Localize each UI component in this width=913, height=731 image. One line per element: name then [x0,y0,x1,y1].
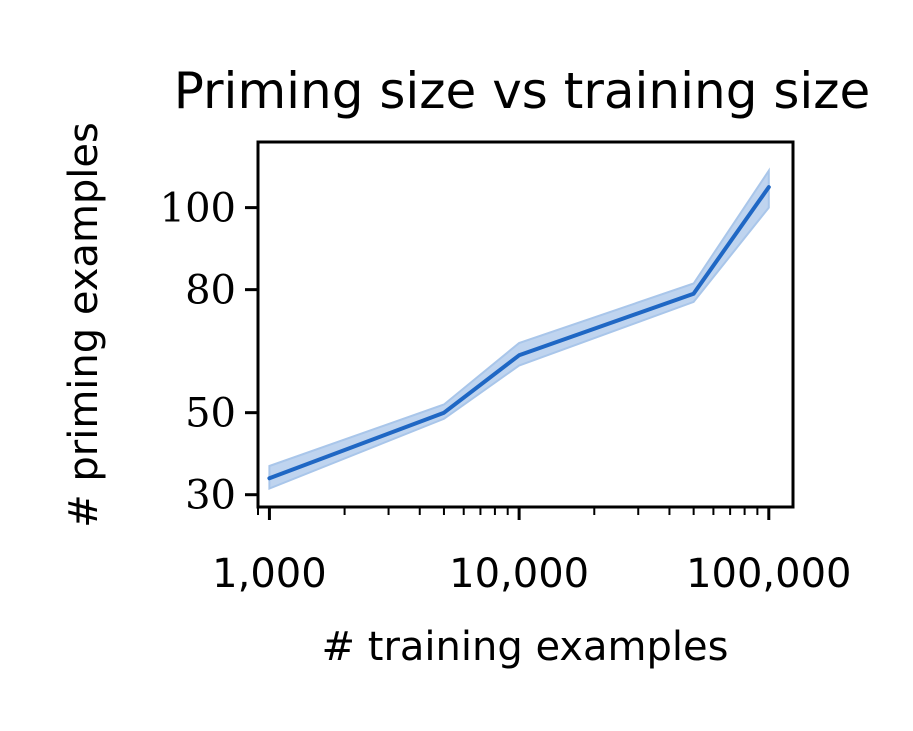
y-axis: 30 50 80 100 [160,186,258,519]
confidence-band-layer [268,167,770,490]
series-line [267,185,771,481]
y-tick-label: 50 [185,391,236,437]
plot-area [256,140,795,509]
y-tick-label: 80 [185,268,236,314]
confidence-band [268,167,770,490]
plot-frame [256,140,795,509]
x-tick-label: 10,000 [449,551,589,597]
y-axis-label: # priming examples [61,122,107,528]
chart-title: Priming size vs training size [174,62,871,120]
x-axis-label: # training examples [322,624,729,670]
x-tick-label: 100,000 [686,551,851,597]
series-line-layer [267,185,771,481]
y-tick-label: 30 [185,473,236,519]
y-tick-label: 100 [160,186,236,232]
x-axis: 1,000 10,000 100,000 [212,507,852,597]
x-tick-label: 1,000 [212,551,327,597]
